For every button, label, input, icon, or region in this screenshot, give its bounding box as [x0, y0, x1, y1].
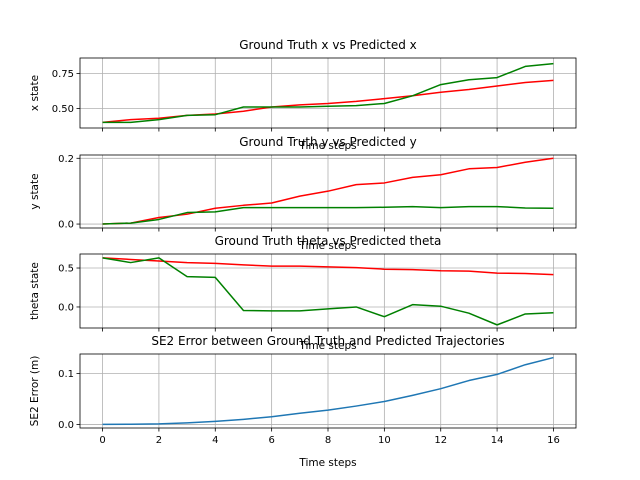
y-tick-label: 0.75 [52, 69, 74, 80]
y-tick-label: 0.1 [58, 369, 74, 380]
series-line-y-2 [102, 205, 554, 225]
x-tick-label: 6 [268, 435, 274, 446]
x-tick-label: 12 [434, 435, 447, 446]
x-axis-label-x: Time steps [298, 140, 356, 152]
chart-title-y: Ground Truth y vs Predicted y [239, 135, 417, 149]
y-tick-label: 0.50 [52, 104, 74, 115]
y-tick-label: 0.5 [58, 264, 74, 275]
x-tick-label: 4 [212, 435, 218, 446]
y-tick-label: 0.0 [58, 420, 74, 431]
y-tick-label: 0.0 [58, 220, 74, 231]
x-tick-label: 0 [99, 435, 105, 446]
y-axis-label-y: y state [29, 173, 41, 209]
series-line-x-2 [102, 62, 554, 124]
x-tick-label: 8 [325, 435, 331, 446]
series-line-theta-2 [102, 257, 554, 326]
x-tick-label: 10 [378, 435, 391, 446]
panel-se2: 0 2 4 6 8 10 12 14 16 0.0 0.1 SE2 Error between Gro… [29, 334, 577, 469]
x-axis-label-theta: Time steps [298, 340, 356, 352]
y-axis-label-x: x state [29, 75, 41, 111]
series-line-se2-1 [102, 356, 554, 426]
panel-x: 0.50 0.75 Ground Truth x vs Predicted x Tim… [29, 38, 577, 152]
y-tick-label: 0.0 [58, 302, 74, 313]
x-axis-label-y: Time steps [298, 240, 356, 252]
x-tick-label: 14 [491, 435, 504, 446]
y-axis-label-se2: SE2 Error (m) [29, 356, 41, 427]
y-tick-label: 0.2 [58, 154, 74, 165]
x-tick-label: 16 [547, 435, 560, 446]
x-axis-label-se2: Time steps [298, 457, 356, 469]
x-tick-label: 2 [156, 435, 162, 446]
series-line-theta-1 [102, 257, 554, 276]
panel-theta: 0.0 0.5 Ground Truth theta vs Predicted th… [29, 234, 577, 352]
chart-title-se2: SE2 Error between Ground Truth and Predi… [151, 334, 504, 348]
chart-title-theta: Ground Truth theta vs Predicted theta [215, 234, 442, 248]
chart-title-x: Ground Truth x vs Predicted x [239, 38, 417, 52]
y-axis-label-theta: theta state [29, 262, 41, 320]
